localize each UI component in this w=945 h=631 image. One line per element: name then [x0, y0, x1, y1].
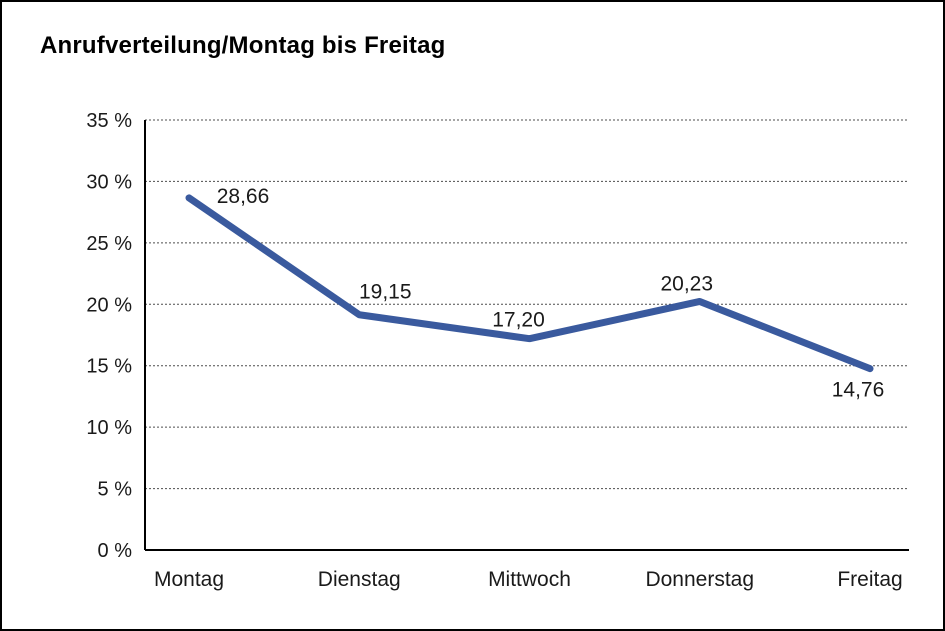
y-axis-tick-label: 5 % [98, 479, 133, 501]
y-axis-tick-label: 20 % [86, 294, 132, 316]
data-point-label: 17,20 [492, 309, 545, 332]
data-point-label: 14,76 [832, 379, 885, 402]
y-axis-tick-label: 0 % [98, 540, 133, 562]
data-series-line [185, 194, 874, 373]
y-axis-tick-label: 35 % [86, 110, 132, 132]
x-axis-category-label: Montag [154, 568, 224, 591]
chart-title: Anrufverteilung/Montag bis Freitag [40, 32, 446, 59]
y-axis-tick-label: 25 % [86, 233, 132, 255]
data-point-label: 28,66 [217, 185, 270, 208]
y-axis-tick-label: 30 % [86, 171, 132, 193]
x-axis-category-label: Donnerstag [645, 568, 754, 591]
x-axis-category-label: Mittwoch [488, 568, 571, 591]
x-axis-category-label: Freitag [837, 568, 902, 591]
data-point-label: 20,23 [660, 272, 713, 295]
data-point-label: 19,15 [359, 281, 412, 304]
x-axis-category-label: Dienstag [318, 568, 401, 591]
y-axis-tick-label: 15 % [86, 356, 132, 378]
y-axis-tick-label: 10 % [86, 417, 132, 439]
